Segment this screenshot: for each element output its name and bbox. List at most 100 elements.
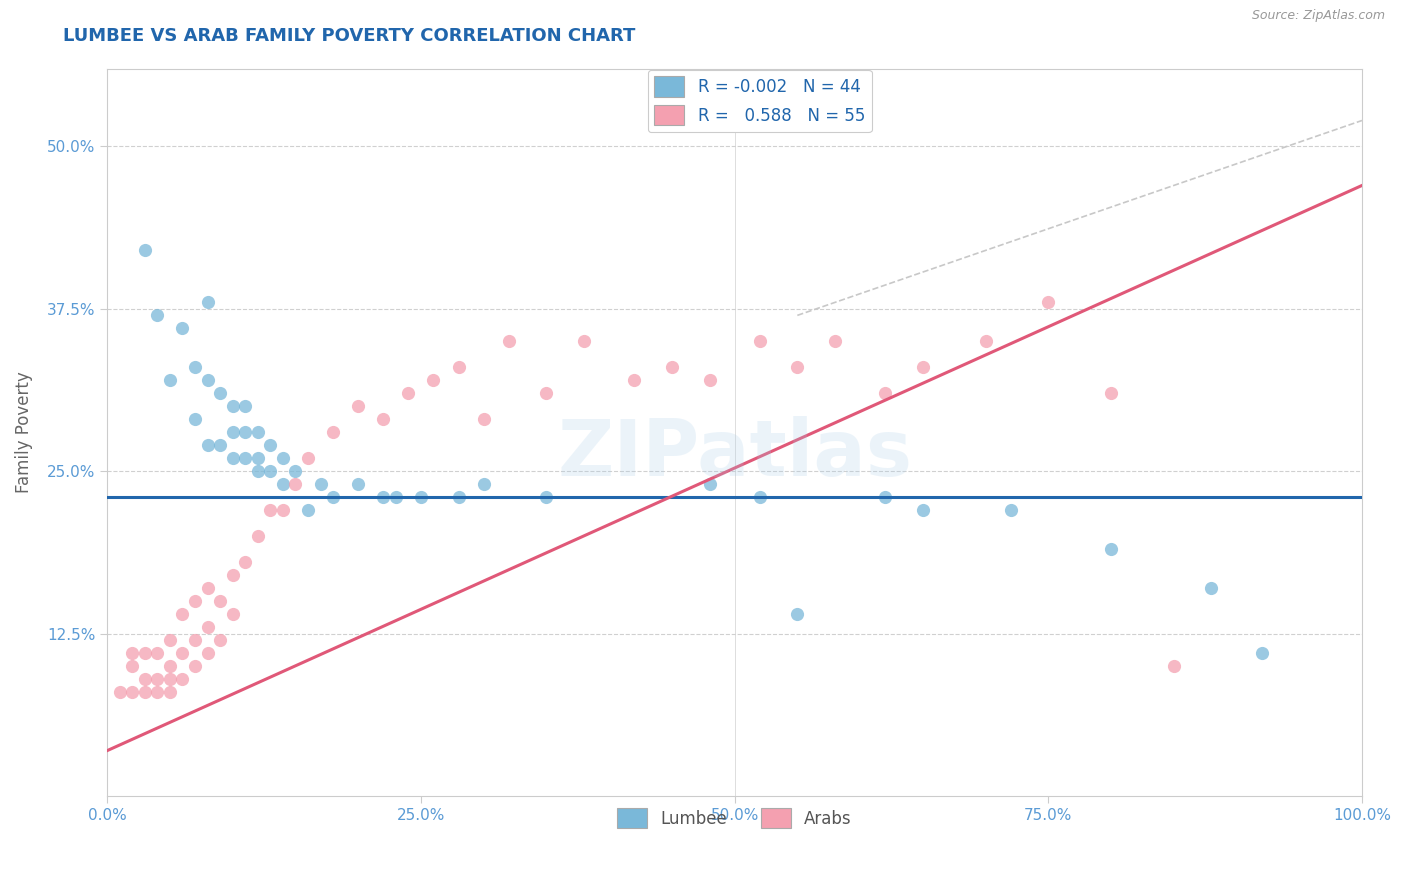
Point xyxy=(221,425,243,440)
Point xyxy=(259,503,281,517)
Point xyxy=(184,633,207,648)
Point xyxy=(134,646,156,660)
Point xyxy=(472,477,495,491)
Point xyxy=(246,529,269,543)
Point xyxy=(309,477,332,491)
Point xyxy=(246,464,269,478)
Point xyxy=(284,477,307,491)
Point xyxy=(911,360,934,375)
Point xyxy=(209,633,232,648)
Point xyxy=(1000,503,1022,517)
Point xyxy=(875,490,897,504)
Point xyxy=(121,659,143,673)
Point xyxy=(536,386,558,401)
Point xyxy=(623,373,645,387)
Point xyxy=(197,438,219,452)
Point xyxy=(146,646,169,660)
Point xyxy=(159,685,181,699)
Point xyxy=(661,360,683,375)
Point xyxy=(447,490,470,504)
Point xyxy=(498,334,520,349)
Point xyxy=(259,464,281,478)
Point xyxy=(233,425,256,440)
Legend: Lumbee, Arabs: Lumbee, Arabs xyxy=(610,801,859,835)
Point xyxy=(271,451,294,466)
Point xyxy=(209,386,232,401)
Text: ZIPatlas: ZIPatlas xyxy=(557,417,912,492)
Point xyxy=(699,373,721,387)
Point xyxy=(347,400,370,414)
Point xyxy=(134,244,156,258)
Point xyxy=(184,659,207,673)
Point xyxy=(322,425,344,440)
Y-axis label: Family Poverty: Family Poverty xyxy=(15,371,32,493)
Point xyxy=(347,477,370,491)
Point xyxy=(184,360,207,375)
Point xyxy=(221,607,243,622)
Point xyxy=(197,620,219,634)
Point xyxy=(572,334,595,349)
Point xyxy=(875,386,897,401)
Point xyxy=(172,321,194,335)
Point xyxy=(1201,581,1223,595)
Point xyxy=(146,672,169,686)
Point xyxy=(221,568,243,582)
Point xyxy=(197,295,219,310)
Point xyxy=(824,334,846,349)
Point xyxy=(197,581,219,595)
Point xyxy=(121,646,143,660)
Point xyxy=(259,438,281,452)
Text: LUMBEE VS ARAB FAMILY POVERTY CORRELATION CHART: LUMBEE VS ARAB FAMILY POVERTY CORRELATIO… xyxy=(63,27,636,45)
Point xyxy=(172,607,194,622)
Point xyxy=(322,490,344,504)
Point xyxy=(974,334,997,349)
Point xyxy=(396,386,419,401)
Point xyxy=(536,490,558,504)
Point xyxy=(373,490,395,504)
Point xyxy=(159,672,181,686)
Point xyxy=(748,334,770,349)
Point xyxy=(447,360,470,375)
Point xyxy=(1099,386,1122,401)
Point xyxy=(221,400,243,414)
Point xyxy=(472,412,495,426)
Point xyxy=(748,490,770,504)
Point xyxy=(284,464,307,478)
Point xyxy=(246,425,269,440)
Point xyxy=(373,412,395,426)
Point xyxy=(297,503,319,517)
Point xyxy=(271,503,294,517)
Point xyxy=(221,451,243,466)
Point xyxy=(159,373,181,387)
Point xyxy=(134,685,156,699)
Point xyxy=(1038,295,1060,310)
Point xyxy=(385,490,408,504)
Point xyxy=(233,451,256,466)
Point xyxy=(184,412,207,426)
Point xyxy=(409,490,432,504)
Point xyxy=(233,555,256,569)
Point xyxy=(1163,659,1185,673)
Point xyxy=(108,685,131,699)
Point xyxy=(786,607,808,622)
Point xyxy=(233,400,256,414)
Point xyxy=(184,594,207,608)
Point xyxy=(121,685,143,699)
Point xyxy=(172,672,194,686)
Point xyxy=(146,685,169,699)
Point xyxy=(271,477,294,491)
Point xyxy=(297,451,319,466)
Point xyxy=(159,633,181,648)
Point xyxy=(146,309,169,323)
Point xyxy=(246,451,269,466)
Point xyxy=(1099,542,1122,557)
Point xyxy=(197,646,219,660)
Point xyxy=(209,594,232,608)
Point xyxy=(786,360,808,375)
Point xyxy=(209,438,232,452)
Point xyxy=(197,373,219,387)
Point xyxy=(911,503,934,517)
Point xyxy=(422,373,444,387)
Point xyxy=(1250,646,1272,660)
Point xyxy=(699,477,721,491)
